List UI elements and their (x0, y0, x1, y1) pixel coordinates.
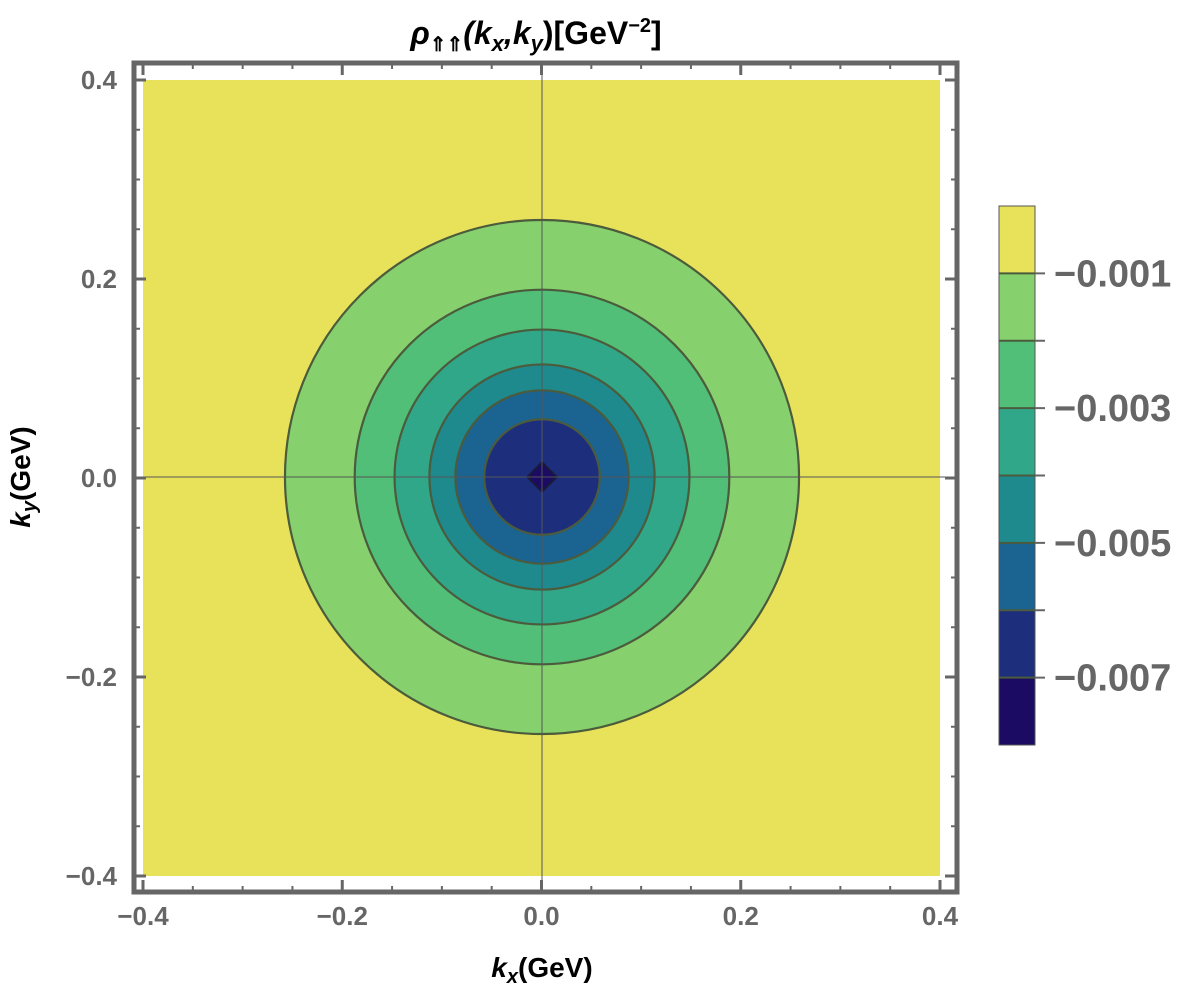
y-tick-label-4: −0.4 (66, 861, 118, 891)
y-tick-label-3: −0.2 (66, 662, 117, 692)
y-tick-label-2: 0.0 (81, 463, 117, 493)
x-tick-label-2: 0.0 (523, 901, 559, 931)
y-axis-label: ky(GeV) (5, 426, 41, 527)
title-sub-y: y (530, 31, 545, 56)
colorbar-swatch-1 (999, 273, 1035, 342)
axis-ticks (134, 63, 957, 892)
title-subscript: ⇑⇑ (430, 34, 464, 56)
title-sup: −2 (628, 15, 651, 37)
x-axis-label: kx(GeV) (491, 952, 592, 987)
colorbar-swatch-3 (999, 408, 1035, 476)
colorbar-swatch-6 (999, 610, 1035, 679)
x-tick-label-3: 0.2 (723, 901, 759, 931)
colorbar-label-2: −0.003 (1054, 388, 1171, 430)
colorbar-swatch-4 (999, 475, 1035, 544)
title-close: )[GeV (543, 15, 629, 51)
xlabel-main: k (491, 952, 508, 983)
title-comma: ,k (503, 15, 533, 51)
ylabel-main: k (5, 511, 36, 528)
colorbar-swatch-0 (999, 206, 1035, 274)
xlabel-unit: (GeV) (518, 952, 593, 983)
ylabel-unit: (GeV) (5, 426, 36, 501)
x-tick-label-1: −0.2 (317, 901, 368, 931)
y-tick-label-0: 0.4 (81, 65, 118, 95)
title-args: (k (463, 15, 494, 51)
colorbar-swatch-2 (999, 340, 1035, 409)
colorbar-label-4: −0.005 (1054, 523, 1171, 565)
colorbar: −0.001 −0.003 −0.005 −0.007 (998, 205, 1171, 746)
colorbar-swatch-7 (999, 677, 1035, 746)
x-tick-label-4: 0.4 (922, 901, 959, 931)
title-rho: ρ (409, 15, 429, 51)
ylabel-sub: y (19, 500, 41, 513)
tick-labels: −0.4 −0.2 0.0 0.2 0.4 0.4 0.2 0.0 −0.2 −0.4 (66, 65, 959, 931)
y-tick-label-1: 0.2 (81, 264, 117, 294)
x-tick-label-0: −0.4 (117, 901, 169, 931)
colorbar-label-0: −0.001 (1054, 253, 1171, 295)
colorbar-swatch-5 (999, 542, 1035, 611)
title-end: ] (651, 15, 662, 51)
colorbar-label-6: −0.007 (1054, 658, 1171, 700)
axes-origin-lines (134, 63, 957, 892)
xlabel-sub: x (506, 966, 519, 987)
title-sub-x: x (491, 31, 505, 56)
chart-title: ρ⇑⇑(kx,ky)[GeV−2] (409, 15, 661, 56)
